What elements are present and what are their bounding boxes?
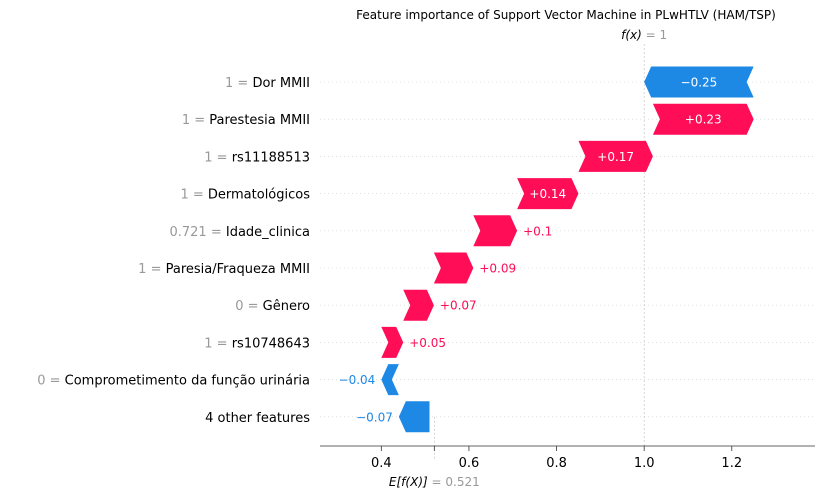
feature-name: Parestesia MMII	[209, 113, 310, 128]
negative-bar	[644, 66, 754, 98]
feature-name: rs10748643	[232, 336, 310, 351]
negative-bar	[381, 364, 399, 396]
bar-value-label: +0.17	[597, 150, 634, 164]
x-tick-label: 0.6	[459, 456, 480, 471]
fx-value: 1	[660, 28, 668, 42]
expected-value: 0.521	[445, 475, 479, 489]
feature-value: 0	[235, 299, 243, 314]
feature-name: Comprometimento da função urinária	[65, 374, 310, 389]
contribution-bars: −0.25 +0.23 +0.17 +0.14 +0.1 +0.09 +0.07 +0.05 −…	[339, 66, 754, 433]
svg-text:E[f(X)] = 0.521: E[f(X)] = 0.521	[389, 475, 480, 489]
reference-lines	[434, 44, 645, 460]
x-axis: 0.4 0.6 0.8 1.0 1.2	[320, 445, 815, 471]
bar-value-label: +0.23	[685, 113, 722, 127]
positive-bar	[578, 140, 653, 172]
x-tick-label: 1.2	[721, 456, 742, 471]
positive-bar	[381, 326, 404, 358]
positive-bar	[517, 178, 579, 210]
x-tick-label: 0.8	[546, 456, 567, 471]
feature-label: 1 = rs11188513	[204, 150, 310, 165]
fx-label: f(x)	[621, 28, 642, 42]
feature-name: Dermatológicos	[208, 188, 310, 203]
feature-label: 0.721 = Idade_clinica	[169, 225, 310, 240]
feature-label: 1 = Parestesia MMII	[182, 113, 310, 128]
feature-value: 0.721	[169, 225, 206, 240]
feature-label: 4 other features	[205, 411, 310, 426]
svg-text:f(x) = 1: f(x) = 1	[621, 28, 667, 42]
feature-value: 0	[37, 374, 45, 389]
feature-value: 1	[204, 336, 212, 351]
bar-value-label: +0.07	[440, 299, 477, 313]
feature-name: Dor MMII	[252, 76, 310, 91]
negative-bar	[398, 401, 430, 433]
feature-name: 4 other features	[205, 411, 310, 426]
feature-value: 1	[138, 262, 146, 277]
positive-bar	[473, 215, 518, 247]
feature-label: 0 = Gênero	[235, 299, 310, 314]
feature-name: Idade_clinica	[226, 225, 310, 240]
feature-label: 1 = Dor MMII	[225, 76, 310, 91]
feature-name: Paresia/Fraqueza MMII	[166, 262, 310, 277]
feature-value: 1	[225, 76, 233, 91]
positive-bar	[403, 289, 434, 321]
feature-labels: 1 = Dor MMII 1 = Parestesia MMII 1 = rs111…	[37, 76, 310, 426]
feature-name: rs11188513	[232, 150, 310, 165]
chart-title: Feature importance of Support Vector Mac…	[356, 8, 776, 22]
feature-label: 1 = Paresia/Fraqueza MMII	[138, 262, 310, 277]
x-tick-label: 0.4	[371, 456, 392, 471]
x-tick-label: 1.0	[634, 456, 655, 471]
feature-label: 1 = rs10748643	[204, 336, 310, 351]
feature-value: 1	[204, 150, 212, 165]
bar-value-label: +0.1	[523, 224, 552, 238]
bar-value-label: +0.14	[529, 187, 566, 201]
feature-value: 1	[180, 188, 188, 203]
positive-bar	[433, 252, 474, 284]
bar-value-label: +0.09	[479, 262, 516, 276]
bar-value-label: −0.25	[681, 76, 718, 90]
expected-annotation: E[f(X)] = 0.521	[389, 475, 480, 489]
feature-label: 0 = Comprometimento da função urinária	[37, 374, 310, 389]
bar-value-label: +0.05	[409, 336, 446, 350]
positive-bar	[652, 103, 754, 135]
expected-label: E[f(X)]	[389, 475, 428, 489]
bar-value-label: −0.07	[356, 410, 393, 424]
feature-value: 1	[182, 113, 190, 128]
feature-label: 1 = Dermatológicos	[180, 188, 310, 203]
bar-value-label: −0.04	[339, 373, 376, 387]
feature-name: Gênero	[263, 299, 310, 314]
fx-annotation: f(x) = 1	[621, 28, 667, 42]
